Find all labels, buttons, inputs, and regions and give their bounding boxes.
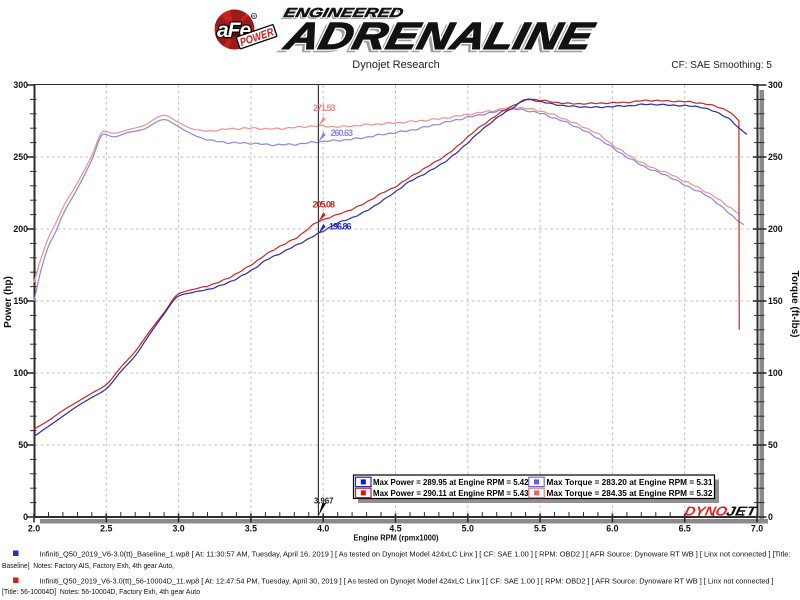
svg-text:196.86: 196.86 <box>329 222 352 232</box>
svg-text:5.0: 5.0 <box>462 524 474 534</box>
svg-text:Infiniti_Q50_2019_V6-3.0(tt)_B: Infiniti_Q50_2019_V6-3.0(tt)_Baseline_1.… <box>40 550 791 559</box>
svg-text:200: 200 <box>13 224 28 234</box>
svg-text:ENGINEERED: ENGINEERED <box>282 5 405 20</box>
svg-text:Dynojet Research: Dynojet Research <box>352 59 439 71</box>
svg-text:ENGINEERED: ENGINEERED <box>282 5 405 20</box>
svg-text:271.53: 271.53 <box>313 103 336 113</box>
svg-text:Max Torque = 283.20 at Engine: Max Torque = 283.20 at Engine RPM = 5.31 <box>547 478 714 487</box>
svg-text:3.967: 3.967 <box>314 496 334 506</box>
svg-text:2.0: 2.0 <box>28 524 40 534</box>
svg-text:50: 50 <box>768 440 778 450</box>
svg-text:260.63: 260.63 <box>331 128 354 138</box>
svg-text:DYNO: DYNO <box>683 504 728 519</box>
svg-text:Baseline] Notes: Factory AIS,: Baseline] Notes: Factory AIS, Factory Ex… <box>2 561 174 570</box>
svg-text:150: 150 <box>13 296 28 306</box>
svg-text:Infiniti_Q50_2019_V6-3.0(tt)_5: Infiniti_Q50_2019_V6-3.0(tt)_56-10004D_1… <box>40 577 774 586</box>
svg-text:4.0: 4.0 <box>317 524 329 534</box>
svg-text:250: 250 <box>13 152 28 162</box>
svg-text:5.5: 5.5 <box>534 524 546 534</box>
svg-text:7.0: 7.0 <box>751 524 763 534</box>
svg-text:100: 100 <box>13 368 28 378</box>
svg-text:Torque (ft-lbs): Torque (ft-lbs) <box>789 270 800 337</box>
svg-text:205.08: 205.08 <box>313 200 336 210</box>
svg-text:3.0: 3.0 <box>172 524 184 534</box>
svg-text:[Title: 56-10004D] Notes: 56-: [Title: 56-10004D] Notes: 56-10004D, Fac… <box>2 587 200 596</box>
svg-text:CF: SAE Smoothing: 5: CF: SAE Smoothing: 5 <box>671 60 772 71</box>
svg-text:6.0: 6.0 <box>606 524 618 534</box>
svg-text:Power (hp): Power (hp) <box>3 276 14 328</box>
svg-text:150: 150 <box>768 296 783 306</box>
svg-text:ADRENALINE: ADRENALINE <box>280 16 599 58</box>
svg-text:300: 300 <box>13 80 28 90</box>
svg-text:ENGINEERED: ENGINEERED <box>280 7 403 22</box>
svg-text:ADRENALINE: ADRENALINE <box>276 18 595 60</box>
svg-text:3.5: 3.5 <box>245 524 257 534</box>
svg-text:ADRENALINE: ADRENALINE <box>280 16 599 58</box>
svg-text:JET: JET <box>725 504 759 519</box>
svg-text:100: 100 <box>768 368 783 378</box>
svg-text:Max Power = 290.11 at Engine R: Max Power = 290.11 at Engine RPM = 5.43 <box>373 489 529 498</box>
svg-text:Engine RPM (rpmx1000): Engine RPM (rpmx1000) <box>354 533 439 543</box>
svg-text:Max Torque = 284.35 at Engine: Max Torque = 284.35 at Engine RPM = 5.32 <box>547 489 714 498</box>
svg-text:300: 300 <box>768 80 783 90</box>
svg-text:Max Power = 289.95 at Engine R: Max Power = 289.95 at Engine RPM = 5.42 <box>373 478 529 487</box>
svg-text:4.5: 4.5 <box>389 524 401 534</box>
svg-text:6.5: 6.5 <box>679 524 691 534</box>
svg-text:200: 200 <box>768 224 783 234</box>
svg-text:2.5: 2.5 <box>100 524 112 534</box>
svg-text:0: 0 <box>23 512 28 522</box>
svg-text:250: 250 <box>768 152 783 162</box>
svg-text:R: R <box>252 14 256 19</box>
svg-text:50: 50 <box>18 440 28 450</box>
svg-text:0: 0 <box>768 512 773 522</box>
